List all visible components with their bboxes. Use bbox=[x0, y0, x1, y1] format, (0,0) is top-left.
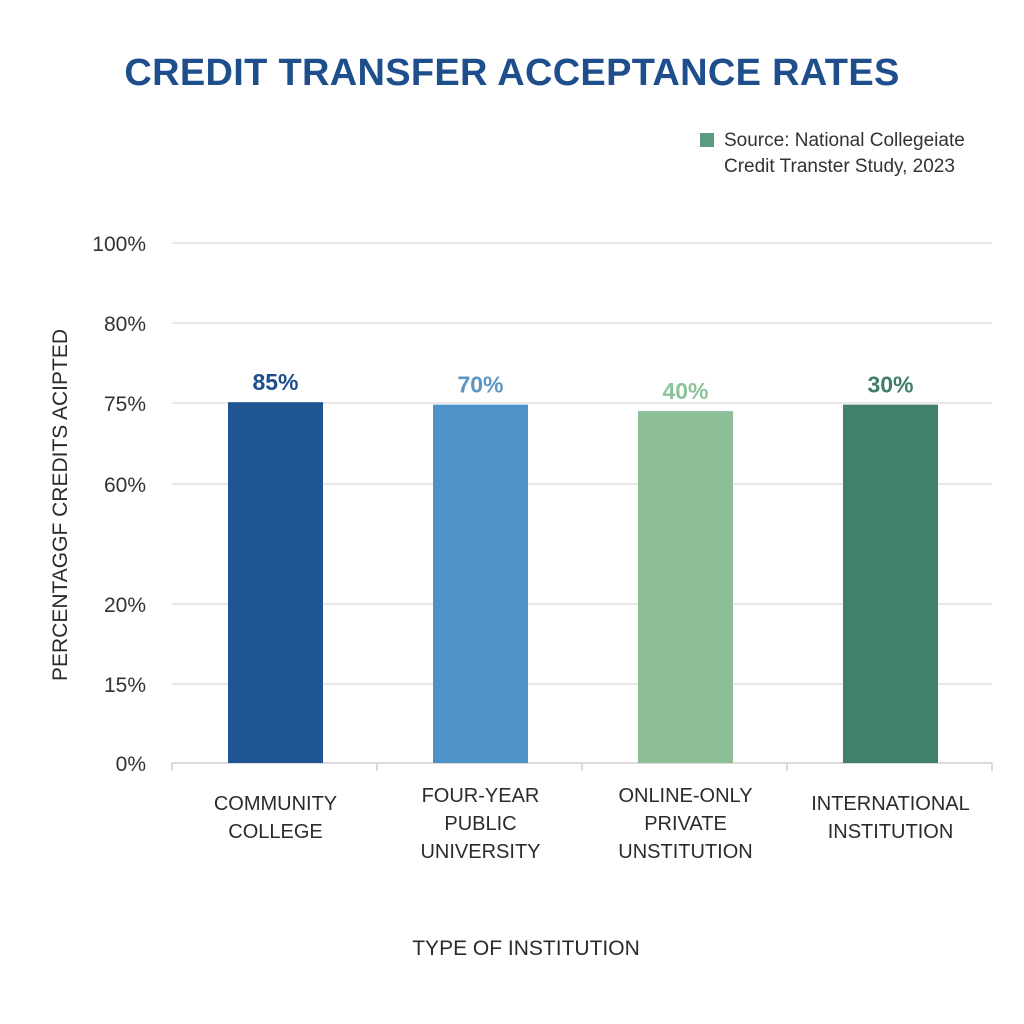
y-tick-label: 75% bbox=[104, 393, 146, 416]
bars bbox=[228, 402, 938, 763]
x-axis-title: TYPE OF INSTITUTION bbox=[412, 937, 640, 960]
x-axis bbox=[171, 762, 993, 771]
bar-value-label: 70% bbox=[457, 372, 503, 398]
chart-title: CREDIT TRANSFER ACCEPTANCE RATES bbox=[124, 52, 900, 94]
bar bbox=[228, 402, 323, 763]
y-tick-label: 20% bbox=[104, 594, 146, 617]
y-axis-title: PERCENTAGGF CREDITS ACIPTED bbox=[49, 329, 72, 681]
bar bbox=[433, 404, 528, 763]
y-tick-label: 60% bbox=[104, 474, 146, 497]
y-tick-label: 100% bbox=[92, 233, 146, 256]
labels: 100% 80% 75% 60% 20% 15% 0% 85% COMMUNITY COLLEGE… bbox=[49, 233, 970, 960]
bar-value-label: 40% bbox=[662, 378, 708, 404]
x-category-label: FOUR-YEAR PUBLIC UNIVERSITY bbox=[420, 785, 540, 863]
bar bbox=[638, 411, 733, 763]
x-category-label: ONLINE-ONLY PRIVATE UNSTITUTION bbox=[618, 785, 752, 863]
legend-source-text: Source: National Collegeiate Credit Tran… bbox=[724, 130, 965, 177]
legend: Source: National Collegeiate Credit Tran… bbox=[700, 128, 1000, 180]
y-tick-label: 15% bbox=[104, 674, 146, 697]
x-category-label: INTERNATIONAL INSTITUTION bbox=[811, 793, 970, 843]
bar bbox=[843, 404, 938, 763]
x-category-label: COMMUNITY COLLEGE bbox=[214, 793, 337, 843]
bar-value-label: 85% bbox=[252, 369, 298, 395]
bar-value-label: 30% bbox=[867, 372, 913, 398]
y-tick-label: 80% bbox=[104, 313, 146, 336]
y-tick-label: 0% bbox=[116, 753, 146, 776]
legend-swatch bbox=[700, 133, 714, 147]
